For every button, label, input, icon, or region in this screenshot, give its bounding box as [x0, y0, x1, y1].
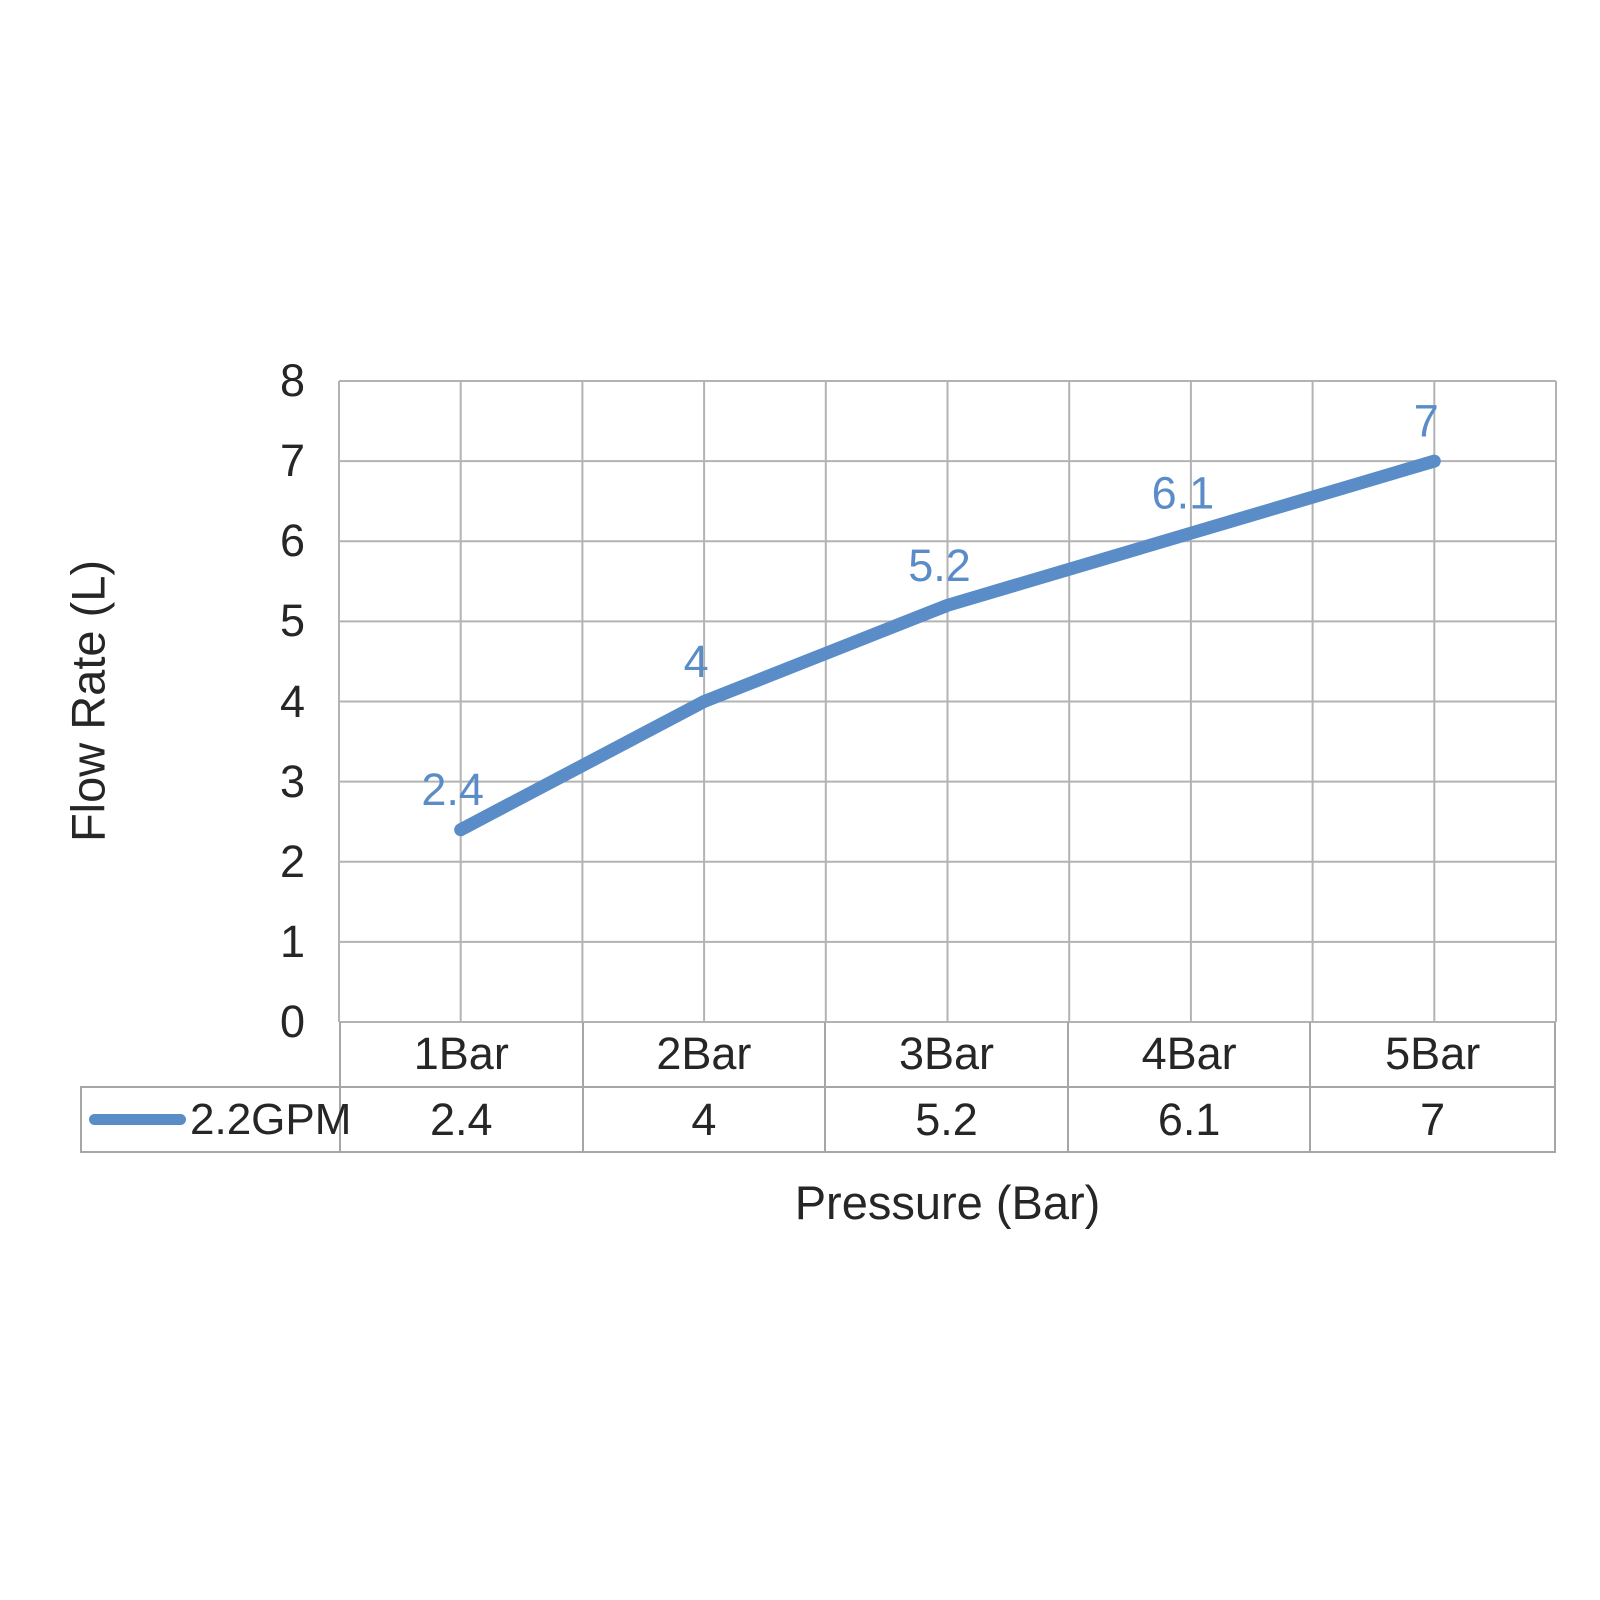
y-tick-label: 2	[279, 835, 305, 887]
x-axis-title: Pressure (Bar)	[794, 1176, 1101, 1229]
x-category-label: 3Bar	[826, 1022, 1069, 1086]
y-tick-label: 6	[279, 515, 305, 567]
data-label: 5.2	[908, 540, 971, 591]
y-tick-label: 5	[279, 595, 305, 647]
y-axis-title: Flow Rate (L)	[61, 559, 115, 843]
series-line	[454, 454, 1441, 837]
y-tick-label: 4	[279, 675, 305, 727]
y-tick-label: 0	[279, 996, 305, 1047]
x-category-label: 5Bar	[1385, 1028, 1481, 1079]
table-value-cell: 4	[584, 1088, 827, 1151]
y-tick-label: 7	[279, 435, 305, 487]
series-line-swatch-icon	[89, 1114, 186, 1125]
x-category-label: 4Bar	[1069, 1022, 1312, 1086]
y-tick-label: 8	[279, 355, 305, 406]
table-value-cell: 5.2	[826, 1088, 1069, 1151]
y-tick-label: 3	[279, 755, 305, 807]
data-label: 7	[1414, 396, 1439, 447]
data-label: 4	[684, 636, 709, 687]
data-label: 2.4	[421, 764, 484, 815]
x-category-label: 2Bar	[584, 1022, 827, 1086]
legend-cell: 2.2GPM	[82, 1088, 351, 1151]
data-label: 6.1	[1152, 468, 1215, 519]
x-axis-category-row: 1Bar 2Bar 3Bar 4Bar 5Bar	[339, 1022, 1556, 1086]
data-table-row: 2.2GPM 2.4 4 5.2 6.1 7	[80, 1086, 1556, 1153]
table-value-cell: 6.1	[1069, 1088, 1312, 1151]
table-value-cell: 2.4	[341, 1088, 584, 1151]
series-name-label: 2.2GPM	[190, 1094, 352, 1144]
y-tick-label: 1	[279, 915, 305, 967]
table-value-cell: 7	[1420, 1093, 1446, 1145]
x-category-label: 1Bar	[341, 1022, 584, 1086]
